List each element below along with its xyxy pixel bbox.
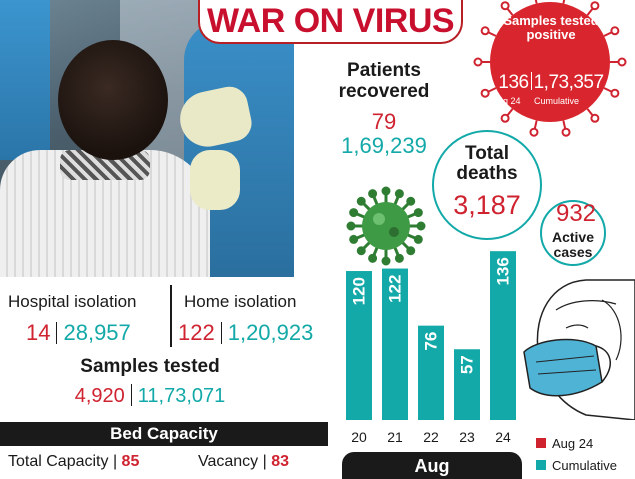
divider (530, 72, 532, 90)
legend-aug24: Aug 24 (536, 432, 617, 454)
samples-tested-cumulative: 11,73,071 (137, 385, 226, 407)
bar-22 (418, 325, 444, 420)
recovered-label: Patients recovered (338, 60, 430, 102)
vacancy-value: 83 (271, 453, 290, 470)
legend-swatch-teal (536, 460, 546, 470)
hospital-isolation-label: Hospital isolation (8, 292, 137, 311)
divider (130, 384, 132, 406)
hospital-isolation-aug24: 14 (26, 320, 51, 345)
isolation-divider (170, 285, 172, 347)
bar-24 (490, 251, 516, 420)
x-axis-label: Aug (342, 452, 522, 479)
home-isolation-label: Home isolation (184, 292, 297, 311)
divider (56, 322, 58, 344)
bar-20 (346, 271, 372, 420)
total-capacity-value: 85 (121, 453, 140, 470)
title-badge: WAR ON VIRUS (198, 0, 463, 44)
bar-23 (454, 349, 480, 420)
vacancy-label: Vacancy | (198, 453, 267, 470)
vacancy: Vacancy | 83 (198, 453, 289, 471)
total-capacity-label: Total Capacity | (8, 453, 118, 470)
home-isolation-cumulative: 1,20,923 (227, 320, 314, 345)
deaths-panel: Total deaths 3,187 (432, 130, 542, 240)
x-tick-label: 24 (495, 429, 511, 445)
bar-value-label: 136 (494, 257, 513, 285)
deaths-label: Total deaths (456, 143, 518, 184)
samples-positive-cumulative: 1,73,357 (533, 72, 604, 93)
masked-person-icon (523, 279, 635, 420)
legend-aug24-label: Aug 24 (552, 435, 594, 451)
home-isolation-aug24: 122 (178, 320, 215, 345)
x-tick-label: 21 (387, 429, 403, 445)
bar-value-label: 120 (350, 277, 369, 305)
legend-cumulative: Cumulative (536, 454, 617, 476)
home-isolation-values: 122 1,20,923 (178, 320, 313, 346)
x-tick-label: 22 (423, 429, 439, 445)
bed-capacity-header: Bed Capacity (0, 422, 328, 446)
page-title: WAR ON VIRUS (206, 1, 455, 40)
samples-tested-values: 4,920 11,73,071 (0, 384, 300, 408)
glove-other-hand (190, 150, 240, 210)
active-panel: 932 Active cases (540, 200, 606, 266)
x-tick-label: 23 (459, 429, 475, 445)
recovered-panel: Patients recovered 79 1,69,239 (322, 60, 446, 158)
hospital-isolation-values: 14 28,957 (26, 320, 131, 346)
active-value: 932 (555, 200, 597, 227)
patient-head (58, 40, 168, 160)
samples-tested-label: Samples tested (80, 356, 220, 377)
recovered-aug24: 79 (371, 109, 397, 134)
active-label: Active cases (551, 229, 595, 260)
samples-positive-aug24: 136 (498, 72, 529, 93)
aug24-sublabel: Aug 24 (492, 96, 521, 106)
bar-value-label: 122 (386, 275, 405, 303)
recovered-cumulative: 1,69,239 (341, 133, 427, 158)
bar-21 (382, 268, 408, 420)
virus-burst-icon (473, 0, 627, 137)
samples-tested-panel: Samples tested 4,920 11,73,071 (0, 356, 300, 408)
legend: Aug 24 Cumulative (536, 432, 617, 476)
bar-value-label: 76 (422, 332, 441, 351)
hospital-isolation-cumulative: 28,957 (63, 320, 131, 345)
samples-positive-values: 136 1,73,357 (482, 72, 620, 94)
bar-value-label: 57 (458, 355, 477, 374)
samples-positive-label: Samples tested positive (503, 13, 599, 42)
legend-swatch-red (536, 438, 546, 448)
coronavirus-icon (346, 186, 426, 266)
ppe-suit-left (0, 0, 50, 160)
samples-tested-aug24: 4,920 (74, 385, 125, 407)
samples-positive-panel: Samples tested positive 136 1,73,357 Aug … (482, 0, 620, 130)
x-tick-label: 20 (351, 429, 367, 445)
cases-bar-chart: 120 20 122 21 76 22 57 23 136 24 (346, 251, 516, 445)
divider (220, 322, 222, 344)
legend-cumulative-label: Cumulative (552, 457, 618, 473)
cumulative-sublabel: Cumulative (534, 96, 580, 106)
total-capacity: Total Capacity | 85 (8, 453, 139, 471)
deaths-value: 3,187 (453, 190, 521, 220)
